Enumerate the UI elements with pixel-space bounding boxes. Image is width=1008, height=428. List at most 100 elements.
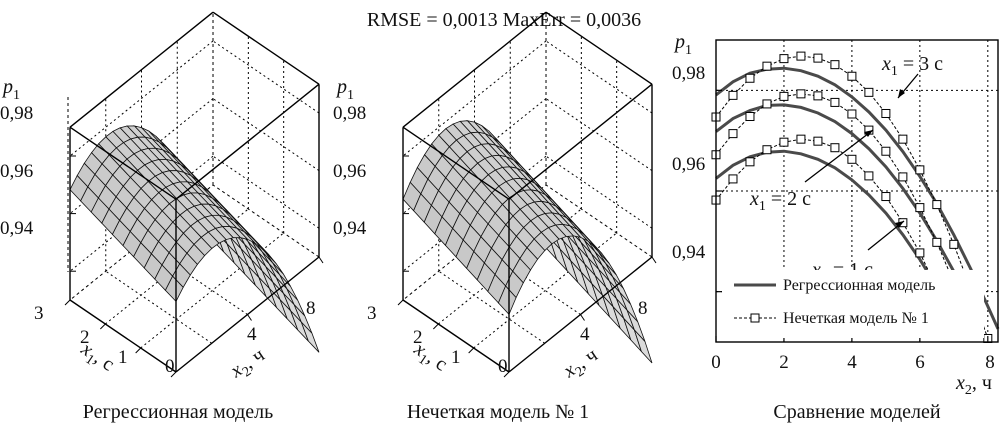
box-edge	[545, 11, 653, 85]
z-axis-label: p1p1	[1, 76, 20, 103]
legend-item: Регрессионная модель	[783, 277, 935, 294]
z-tick-label: 0,98	[333, 103, 366, 124]
series-line-regression	[715, 149, 956, 320]
x1-tick	[170, 371, 177, 378]
x2-tick	[580, 314, 585, 321]
x2-tick-label: 4	[580, 324, 590, 345]
data-point	[813, 91, 823, 101]
z-tick-label: 0,94	[333, 218, 367, 239]
x2-tick-label: 8	[306, 298, 316, 319]
surface-chart-regression: p1p1 0,98 0,96 0,94 3 2 1 0 4 8 x1, с x2…	[0, 11, 324, 423]
surface-patch	[497, 285, 517, 316]
y-axis-label: p1	[673, 31, 692, 58]
z-tick-label: 0,94	[0, 218, 34, 239]
x1-tick	[135, 347, 142, 354]
data-point	[796, 51, 806, 61]
y-tick-label: 0,96	[672, 154, 705, 175]
box-edge	[69, 11, 214, 128]
data-point	[830, 97, 840, 107]
data-point	[915, 203, 925, 213]
legend: Регрессионная модель Нечеткая модель № 1	[722, 270, 984, 338]
x1-tick	[99, 323, 106, 330]
data-point	[745, 157, 755, 167]
x1-tick-label: 0	[165, 356, 175, 377]
data-point	[728, 174, 738, 184]
x-tick-label: 6	[915, 352, 925, 373]
data-point	[813, 136, 823, 146]
z-tick-label: 0,98	[0, 103, 33, 124]
x1-tick	[503, 371, 510, 378]
box-edge	[402, 126, 510, 200]
x1-tick-label: 2	[413, 327, 423, 348]
surface-patch	[164, 275, 184, 303]
data-point	[864, 171, 874, 181]
z-axis-label: p1	[335, 76, 354, 103]
x1-tick-label: 2	[80, 327, 90, 348]
data-point	[949, 239, 959, 249]
svg-text:x1 = 2 с: x1 = 2 с	[749, 188, 811, 214]
z-tick-label: 0,96	[0, 161, 33, 182]
data-point	[932, 200, 942, 210]
data-point	[898, 172, 908, 182]
x1-tick-label: 3	[367, 303, 377, 324]
data-point	[864, 87, 874, 97]
x2-tick	[247, 314, 252, 321]
data-point	[932, 237, 942, 247]
data-point	[847, 154, 857, 164]
x2-tick	[318, 256, 324, 264]
data-point	[762, 61, 772, 71]
x1-tick	[432, 323, 439, 330]
series-line-fuzzy	[715, 55, 989, 339]
box-edge	[212, 11, 320, 85]
data-point	[830, 143, 840, 153]
x-tick-label: 2	[779, 352, 789, 373]
annotation-x1-2: x1 = 2 с	[749, 129, 874, 214]
data-point	[915, 165, 925, 175]
x2-tick-label: 4	[247, 324, 257, 345]
box-edge	[508, 83, 653, 200]
x1-tick	[397, 299, 404, 306]
box-edge	[69, 126, 177, 200]
x1-tick-label: 0	[498, 356, 508, 377]
series-line-fuzzy	[715, 93, 972, 328]
data-point	[813, 53, 823, 63]
chart-caption: Сравнение моделей	[773, 401, 941, 423]
x-tick-label: 8	[985, 352, 995, 373]
x2-tick-label: 8	[638, 298, 648, 319]
chart-caption: Регрессионная модель	[83, 401, 274, 423]
metrics-title: RMSE = 0,0013 MaxErr = 0,0036	[367, 9, 641, 31]
data-point	[830, 60, 840, 70]
data-point	[915, 248, 925, 258]
series-line-regression	[715, 103, 973, 307]
data-point	[745, 73, 755, 83]
data-point	[728, 90, 738, 100]
x1-tick-label: 1	[451, 347, 461, 368]
data-point	[847, 109, 857, 119]
data-point	[762, 99, 772, 109]
y-tick-label: 0,98	[672, 63, 705, 84]
z-tick-label: 0,96	[333, 161, 366, 182]
data-point	[881, 108, 891, 118]
data-point	[779, 137, 789, 147]
x1-tick	[468, 347, 475, 354]
data-point	[881, 192, 891, 202]
data-point	[779, 91, 789, 101]
box-edge	[69, 299, 177, 373]
x2-axis-label: x2, ч	[226, 344, 271, 386]
box-edge	[402, 11, 547, 128]
x2-tick	[651, 256, 657, 264]
x2-axis-label: x2, ч	[559, 344, 604, 386]
chart-caption: Нечеткая модель № 1	[407, 401, 589, 423]
svg-text:x1 = 3 с: x1 = 3 с	[881, 53, 943, 79]
x1-tick-label: 3	[34, 303, 44, 324]
data-point	[745, 112, 755, 122]
x1-tick	[64, 299, 71, 306]
legend-swatch-fuzzy	[750, 313, 760, 323]
data-point	[881, 146, 891, 156]
surface-fuzzy	[402, 120, 653, 364]
box-edge	[402, 299, 510, 373]
y-tick-label: 0,94	[672, 242, 706, 263]
legend-item: Нечеткая модель № 1	[783, 310, 929, 327]
annotation-x1-3: x1 = 3 с	[881, 53, 943, 99]
